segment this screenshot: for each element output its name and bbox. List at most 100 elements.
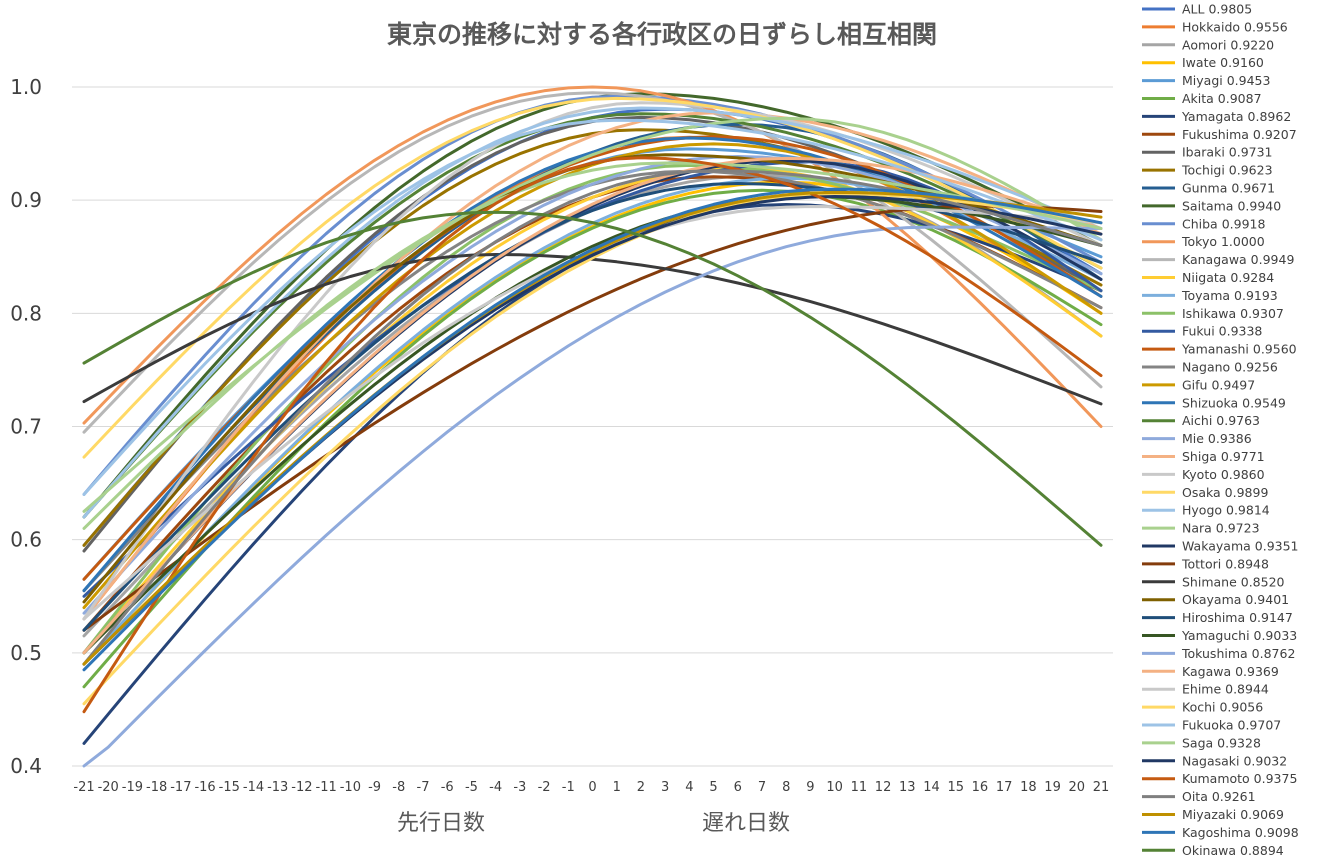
legend-label: Kochi 0.9056 [1182,700,1263,715]
legend-label: Hyogo 0.9814 [1182,503,1270,518]
legend-label: Oita 0.9261 [1182,789,1256,804]
series-line-tokushima [82,225,1103,768]
legend-label: Ehime 0.8944 [1182,682,1269,697]
x-tick-label: 19 [1044,780,1061,795]
legend-label: Shiga 0.9771 [1182,449,1265,464]
x-tick-label: 2 [637,780,645,795]
y-tick-label: 1.0 [10,75,42,99]
y-tick-label: 0.6 [10,528,42,552]
x-tick-label: 21 [1093,780,1110,795]
legend-label: Kumamoto 0.9375 [1182,771,1297,786]
x-tick-label: 13 [899,780,916,795]
series-line-kyoto [82,101,1103,621]
x-axis-ticks: -21 -20 -19 -18 -17 -16 -15 -14 -13 -12 -11 -10 -9 -8… [73,780,1109,795]
x-tick-label: 12 [875,780,892,795]
legend-label: ALL 0.9805 [1182,2,1252,17]
chart-title: 東京の推移に対する各行政区の日ずらし相互相関 [387,20,937,49]
legend-label: Aichi 0.9763 [1182,413,1260,428]
x-tick-label: -6 [441,780,454,795]
x-tick-label: 4 [685,780,693,795]
legend-label: Tochigi 0.9623 [1181,163,1273,178]
legend-label: Nagasaki 0.9032 [1182,753,1287,768]
series-line-kumamoto [82,156,1103,714]
series-line-shizuoka [82,136,1103,593]
x-tick-label: 9 [806,780,814,795]
x-tick-label: 1 [613,780,621,795]
x-tick-label: -16 [194,780,215,795]
legend-label: Akita 0.9087 [1182,91,1262,106]
x-tick-label: 16 [972,780,989,795]
series-lines [82,85,1103,768]
legend-label: Shizuoka 0.9549 [1182,395,1286,410]
series-line-shiga [82,111,1103,621]
legend-label: Yamanashi 0.9560 [1181,342,1297,357]
x-tick-label: -7 [417,780,430,795]
x-axis-label-lead: 先行日数 [397,811,485,836]
series-line-akita [82,188,1103,689]
legend-label: Kyoto 0.9860 [1182,467,1265,482]
y-tick-label: 0.9 [10,188,42,212]
x-tick-label: -9 [368,780,381,795]
legend-label: Hiroshima 0.9147 [1182,610,1293,625]
legend-label: Iwate 0.9160 [1182,55,1264,70]
legend-label: Tokyo 1.0000 [1181,234,1265,249]
legend-label: Fukuoka 0.9707 [1182,718,1281,733]
x-tick-label: 7 [758,780,766,795]
legend-label: Kagawa 0.9369 [1182,664,1279,679]
legend-label: Toyama 0.9193 [1181,288,1278,303]
legend-label: Okayama 0.9401 [1182,592,1289,607]
x-tick-label: -11 [316,780,337,795]
x-axis-label-lag: 遅れ日数 [702,811,790,836]
x-tick-label: -13 [267,780,288,795]
x-tick-label: 15 [947,780,964,795]
x-tick-label: -17 [170,780,191,795]
x-tick-label: -3 [513,780,526,795]
x-tick-label: 14 [923,780,940,795]
legend-label: Okinawa 0.8894 [1182,843,1284,858]
series-line-yamaguchi [82,194,1103,655]
series-line-aichi [82,112,1103,519]
x-tick-label: -18 [146,780,167,795]
series-line-saga [82,161,1103,530]
legend: ALL 0.9805 Hokkaido 0.9556 Aomori 0.9220 Iw… [1142,2,1299,858]
legend-label: Kagoshima 0.9098 [1182,825,1299,840]
x-tick-label: -10 [340,780,361,795]
series-line-fukuoka [82,118,1103,496]
legend-label: Nagano 0.9256 [1182,360,1278,375]
x-tick-label: -21 [73,780,94,795]
x-tick-label: -1 [562,780,575,795]
legend-label: Yamagata 0.8962 [1181,109,1291,124]
x-tick-label: -14 [243,780,264,795]
x-tick-label: -5 [465,780,478,795]
legend-label: Gunma 0.9671 [1182,181,1275,196]
legend-label: Fukui 0.9338 [1182,324,1262,339]
y-tick-label: 0.5 [10,641,42,665]
y-axis-ticks: 0.4 0.5 0.6 0.7 0.8 0.9 1.0 [10,75,42,778]
x-tick-label: -4 [489,780,502,795]
x-tick-label: 11 [851,780,868,795]
legend-label: Shimane 0.8520 [1182,574,1285,589]
legend-label: Chiba 0.9918 [1182,216,1265,231]
x-tick-label: 20 [1069,780,1086,795]
x-tick-label: -19 [122,780,143,795]
legend-label: Wakayama 0.9351 [1182,539,1299,554]
legend-label: Kanagawa 0.9949 [1182,252,1294,267]
series-line-osaka [82,96,1103,459]
legend-label: Tottori 0.8948 [1181,556,1269,571]
x-tick-label: -20 [98,780,119,795]
legend-label: Osaka 0.9899 [1182,485,1268,500]
series-line-hyogo [82,106,1103,519]
series-line-kagoshima [82,187,1103,672]
x-tick-label: 5 [709,780,717,795]
legend-label: Saitama 0.9940 [1182,198,1281,213]
legend-label: Ishikawa 0.9307 [1182,306,1284,321]
legend-label: Nara 0.9723 [1182,521,1260,536]
x-tick-label: 0 [588,780,596,795]
y-tick-label: 0.7 [10,415,42,439]
y-tick-label: 0.4 [10,754,42,778]
series-line-niigata [82,166,1103,655]
legend-label: Niigata 0.9284 [1182,270,1274,285]
x-tick-label: 3 [661,780,669,795]
legend-label: Tokushima 0.8762 [1181,646,1295,661]
legend-label: Yamaguchi 0.9033 [1181,628,1297,643]
